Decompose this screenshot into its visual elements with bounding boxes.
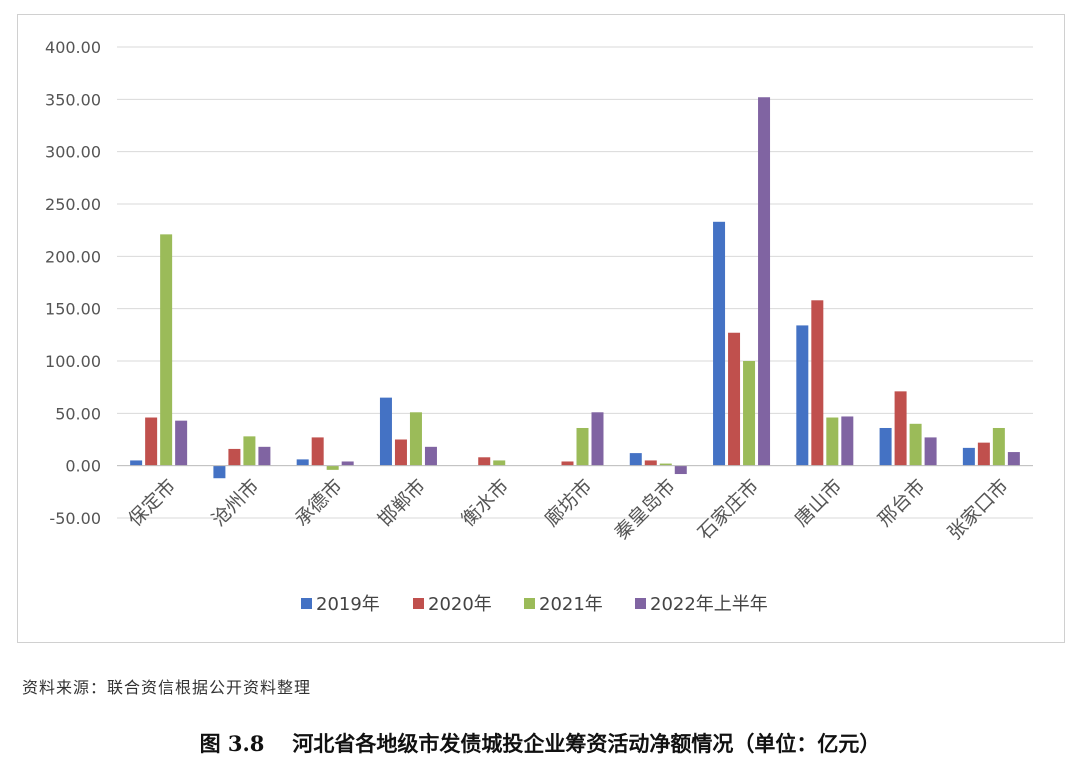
bar xyxy=(924,437,937,466)
y-tick-label: 100.00 xyxy=(45,352,101,371)
bar xyxy=(145,417,158,466)
x-category-label: 张家口市 xyxy=(944,475,1013,544)
bar xyxy=(841,416,854,466)
x-category-label: 唐山市 xyxy=(790,475,846,531)
x-category-label: 保定市 xyxy=(124,475,180,531)
bar xyxy=(379,397,392,466)
y-tick-label: 350.00 xyxy=(45,90,101,109)
bar xyxy=(1007,452,1020,466)
x-category-label: 秦皇岛市 xyxy=(611,475,680,544)
bar xyxy=(311,437,324,466)
legend-swatch xyxy=(524,598,535,609)
bar-chart: 400.00 350.00 300.00 250.00 200.00 150.00 100.… xyxy=(45,38,1033,615)
bar xyxy=(228,448,241,466)
bar xyxy=(728,332,741,466)
bar xyxy=(493,460,506,466)
x-category-label: 邢台市 xyxy=(874,475,930,531)
bar xyxy=(826,417,839,466)
caption-number: 图 3.8 xyxy=(199,731,265,756)
bar xyxy=(962,447,975,466)
bar xyxy=(811,300,824,466)
bar xyxy=(879,427,892,466)
y-tick-label: 0.00 xyxy=(65,457,101,476)
y-tick-label: 250.00 xyxy=(45,195,101,214)
y-tick-label: 300.00 xyxy=(45,143,101,162)
bar xyxy=(175,420,188,466)
y-tick-label: 150.00 xyxy=(45,300,101,319)
bar xyxy=(341,461,354,466)
figure-caption: 图 3.8 河北省各地级市发债城投企业筹资活动净额情况（单位：亿元） xyxy=(0,728,1080,758)
bar xyxy=(561,461,574,466)
x-category-label: 廊坊市 xyxy=(541,475,597,531)
bar xyxy=(296,459,309,466)
bar xyxy=(576,427,589,466)
bar xyxy=(758,97,771,466)
bar xyxy=(894,391,907,466)
bar xyxy=(644,460,657,466)
x-category-label: 衡水市 xyxy=(457,475,513,531)
caption-title: 河北省各地级市发债城投企业筹资活动净额情况（单位：亿元） xyxy=(292,731,881,756)
y-axis-ticks: 400.00 350.00 300.00 250.00 200.00 150.00 100.… xyxy=(45,38,101,528)
bar xyxy=(977,442,990,466)
bar xyxy=(992,427,1005,466)
source-note: 资料来源：联合资信根据公开资料整理 xyxy=(22,678,312,697)
bar xyxy=(659,463,672,466)
legend-label: 2021年 xyxy=(539,594,603,615)
legend-label: 2020年 xyxy=(428,594,492,615)
bar xyxy=(326,465,339,470)
bar xyxy=(629,453,642,466)
y-tick-label: -50.00 xyxy=(49,509,101,528)
legend-swatch xyxy=(413,598,424,609)
bar xyxy=(743,361,756,466)
x-category-label: 沧州市 xyxy=(208,475,264,531)
chart-frame: 400.00 350.00 300.00 250.00 200.00 150.00 100.… xyxy=(17,14,1065,643)
legend-label: 2019年 xyxy=(316,594,380,615)
bar xyxy=(424,446,437,466)
legend-label: 2022年上半年 xyxy=(650,594,768,615)
bar xyxy=(591,412,604,466)
bar xyxy=(796,325,809,466)
bar xyxy=(213,465,226,479)
x-category-label: 邯郸市 xyxy=(374,475,430,531)
y-tick-label: 200.00 xyxy=(45,247,101,266)
bar xyxy=(130,460,143,466)
x-axis-categories: 保定市 沧州市 承德市 邯郸市 衡水市 廊坊市 秦皇岛市 石家庄市 唐山市 邢台市 张家口市 xyxy=(124,475,1013,544)
legend: 2019年 2020年 2021年 2022年上半年 xyxy=(301,594,768,615)
bar xyxy=(258,446,271,466)
y-tick-label: 400.00 xyxy=(45,38,101,57)
bar xyxy=(478,457,491,466)
bar xyxy=(909,423,922,466)
x-category-label: 石家庄市 xyxy=(694,475,763,544)
bar xyxy=(409,412,422,466)
bar xyxy=(713,221,726,466)
bars xyxy=(130,97,1020,479)
bar xyxy=(243,436,256,466)
bar xyxy=(394,439,407,466)
x-category-label: 承德市 xyxy=(291,475,347,531)
legend-swatch xyxy=(635,598,646,609)
y-tick-label: 50.00 xyxy=(55,404,101,423)
bar xyxy=(674,465,687,475)
bar xyxy=(160,234,173,466)
legend-swatch xyxy=(301,598,312,609)
